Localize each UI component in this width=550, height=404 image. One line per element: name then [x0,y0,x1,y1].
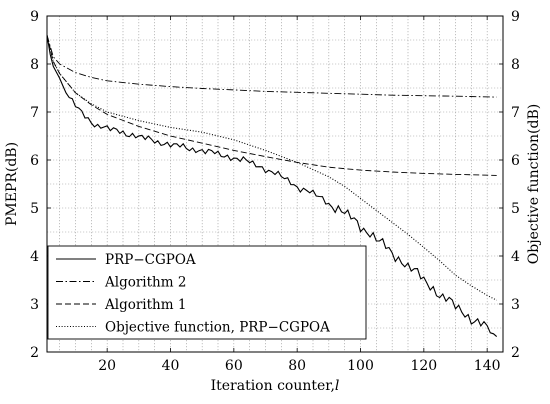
x-tick-label: 80 [288,358,306,374]
y-tick-label-left: 9 [30,9,39,25]
y-tick-label-right: 9 [511,9,520,25]
x-axis-label-var: l [335,378,339,394]
y-tick-label-left: 7 [30,105,39,121]
legend-label-0: PRP−CGPOA [105,252,196,268]
y-tick-label-right: 3 [511,297,520,313]
series-line-0 [46,35,498,338]
y-tick-label-right: 5 [511,201,520,217]
y-tick-label-right: 7 [511,105,520,121]
plot-frame [46,15,504,353]
y-tick-label-left: 4 [30,249,39,265]
legend: PRP−CGPOA Algorithm 2 Algorithm 1 Objective… [47,245,367,340]
legend-box [47,245,367,340]
y-axis-label-left: PMEPR(dB) [4,142,20,226]
series-line-2 [46,35,497,176]
y-axis-label-right: Objective function(dB) [526,104,542,264]
y-tick-label-left: 5 [30,201,39,217]
y-tick-label-left: 3 [30,297,39,313]
x-tick-label: 20 [98,358,116,374]
x-tick-label: 60 [225,358,243,374]
y-tick-label-right: 4 [511,249,520,265]
ticks: 20 40 60 80 100 120 140 2 2 3 3 4 4 5 5 6 6 7 7 8 8 9 9 [30,9,520,374]
legend-label-1: Algorithm 2 [104,275,186,291]
y-tick-label-right: 8 [511,57,520,73]
x-tick-label: 120 [410,358,437,374]
x-axis-label-text: Iteration counter, [211,378,335,394]
series-line-1 [46,35,497,98]
series-line-3 [46,35,497,301]
x-axis-label: Iteration counter,l [211,378,340,394]
y-tick-label-right: 6 [511,153,520,169]
x-tick-label: 140 [474,358,501,374]
series-layer [46,35,498,338]
legend-label-3: Objective function, PRP−CGPOA [105,320,330,336]
y-tick-label-left: 2 [30,345,39,361]
y-tick-label-right: 2 [511,345,520,361]
legend-label-2: Algorithm 1 [104,297,186,313]
y-tick-label-left: 8 [30,57,39,73]
x-tick-label: 100 [347,358,374,374]
y-tick-label-left: 6 [30,153,39,169]
x-tick-label: 40 [162,358,180,374]
